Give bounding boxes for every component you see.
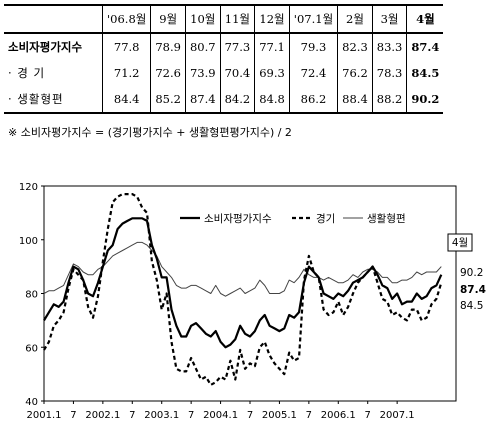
x-tick-label: 2006.1 [321, 410, 356, 421]
table-cell: 84.8 [254, 86, 290, 114]
x-tick-label: 7 [129, 410, 135, 421]
row-label: · 생활형편 [4, 86, 103, 114]
x-tick-label: 2004.1 [203, 410, 238, 421]
series-line-0 [43, 217, 443, 349]
legend-label-1: 경기 [316, 212, 335, 225]
y-tick-label: 40 [25, 397, 38, 408]
x-tick-label: 7 [306, 410, 312, 421]
table-cell: 77.1 [254, 33, 290, 60]
table-cell: 79.3 [288, 33, 338, 60]
table-cell: 88.2 [371, 86, 407, 114]
table-header-cell: 10월 [184, 4, 221, 34]
table-cell: 77.3 [219, 33, 255, 60]
table-row: 소비자평가지수 77.8 78.9 80.7 77.3 77.1 79.3 82.3 83.3 8… [4, 33, 444, 60]
table-header-cell: 11월 [219, 4, 255, 34]
table-header-cell: '06.8월 [101, 4, 151, 34]
x-tick-label: 2005.1 [262, 410, 297, 421]
table-cell: 71.2 [101, 60, 151, 86]
end-value-label: 84.5 [460, 300, 483, 312]
table-cell: 83.3 [371, 33, 407, 60]
x-tick-label: 7 [247, 410, 253, 421]
table-header-cell: 3월 [371, 4, 407, 34]
table-cell: 78.9 [150, 33, 186, 60]
table-cell: 69.3 [254, 60, 290, 86]
y-tick-label: 120 [19, 182, 38, 193]
table-cell: 84.2 [219, 86, 255, 114]
x-tick-label: 7 [188, 410, 194, 421]
table-cell: 77.8 [101, 33, 151, 60]
legend-label-0: 소비자평가지수 [204, 213, 272, 225]
table-header-cell: 12월 [254, 4, 290, 34]
x-tick-label: 7 [70, 410, 76, 421]
table-cell: 84.4 [101, 86, 151, 114]
table-cell: 73.9 [184, 60, 221, 86]
table-header-cell [4, 4, 103, 34]
series-line-1 [43, 193, 443, 386]
table-header-cell: 2월 [337, 4, 373, 34]
y-tick-label: 100 [19, 236, 38, 247]
month-badge-box [447, 233, 473, 252]
row-label: · 경 기 [8, 66, 46, 80]
table-header-cell: 4월 [406, 4, 444, 34]
line-chart: 40 60 80 100 120 2001.1 7 2002.1 7 2003.1 7 2004.1 7… [19, 182, 486, 421]
legend-label-2: 생활형편 [367, 212, 406, 225]
row-label: 소비자평가지수 [8, 40, 83, 54]
table-header-row: '06.8월 9월 10월 11월 12월 '07.1월 2월 3월 4월 [4, 4, 444, 34]
table-cell: 82.3 [337, 33, 373, 60]
end-value-label: 90.2 [460, 267, 483, 279]
table-cell: 80.7 [184, 33, 221, 60]
table-cell: 88.4 [337, 86, 373, 114]
x-tick-label: 2002.1 [85, 410, 120, 421]
table-cell: 90.2 [406, 86, 444, 114]
table-row: · 생활형편 84.4 85.2 87.4 84.2 84.8 86.2 88.4 88.2 90… [4, 86, 444, 114]
table-cell: 72.4 [288, 60, 338, 86]
table-header-cell: 9월 [150, 4, 186, 34]
formula-note: ※ 소비자평가지수 = (경기평가지수 + 생활형편평가지수) / 2 [8, 126, 292, 139]
table-cell: 87.4 [406, 33, 444, 60]
x-tick-label: 2003.1 [144, 410, 179, 421]
table-cell: 84.5 [406, 60, 444, 86]
series-line-2 [43, 241, 442, 297]
y-tick-label: 80 [25, 290, 38, 301]
table-cell: 72.6 [150, 60, 186, 86]
table-cell: 87.4 [184, 86, 221, 114]
y-tick-label: 60 [25, 343, 38, 354]
table-cell: 76.2 [337, 60, 373, 86]
table-cell: 85.2 [150, 86, 186, 114]
month-badge: 4월 [452, 237, 468, 249]
x-tick-label: 7 [365, 410, 371, 421]
table-cell: 78.3 [371, 60, 407, 86]
x-tick-label: 2007.1 [380, 410, 415, 421]
end-value-label: 87.4 [460, 284, 486, 296]
x-tick-label: 2001.1 [27, 410, 62, 421]
table-cell: 86.2 [288, 86, 338, 114]
table-row: · 경 기 71.2 72.6 73.9 70.4 69.3 72.4 76.2 78.3 84.… [4, 60, 444, 86]
table-cell: 70.4 [219, 60, 255, 86]
table-header-cell: '07.1월 [288, 4, 338, 34]
